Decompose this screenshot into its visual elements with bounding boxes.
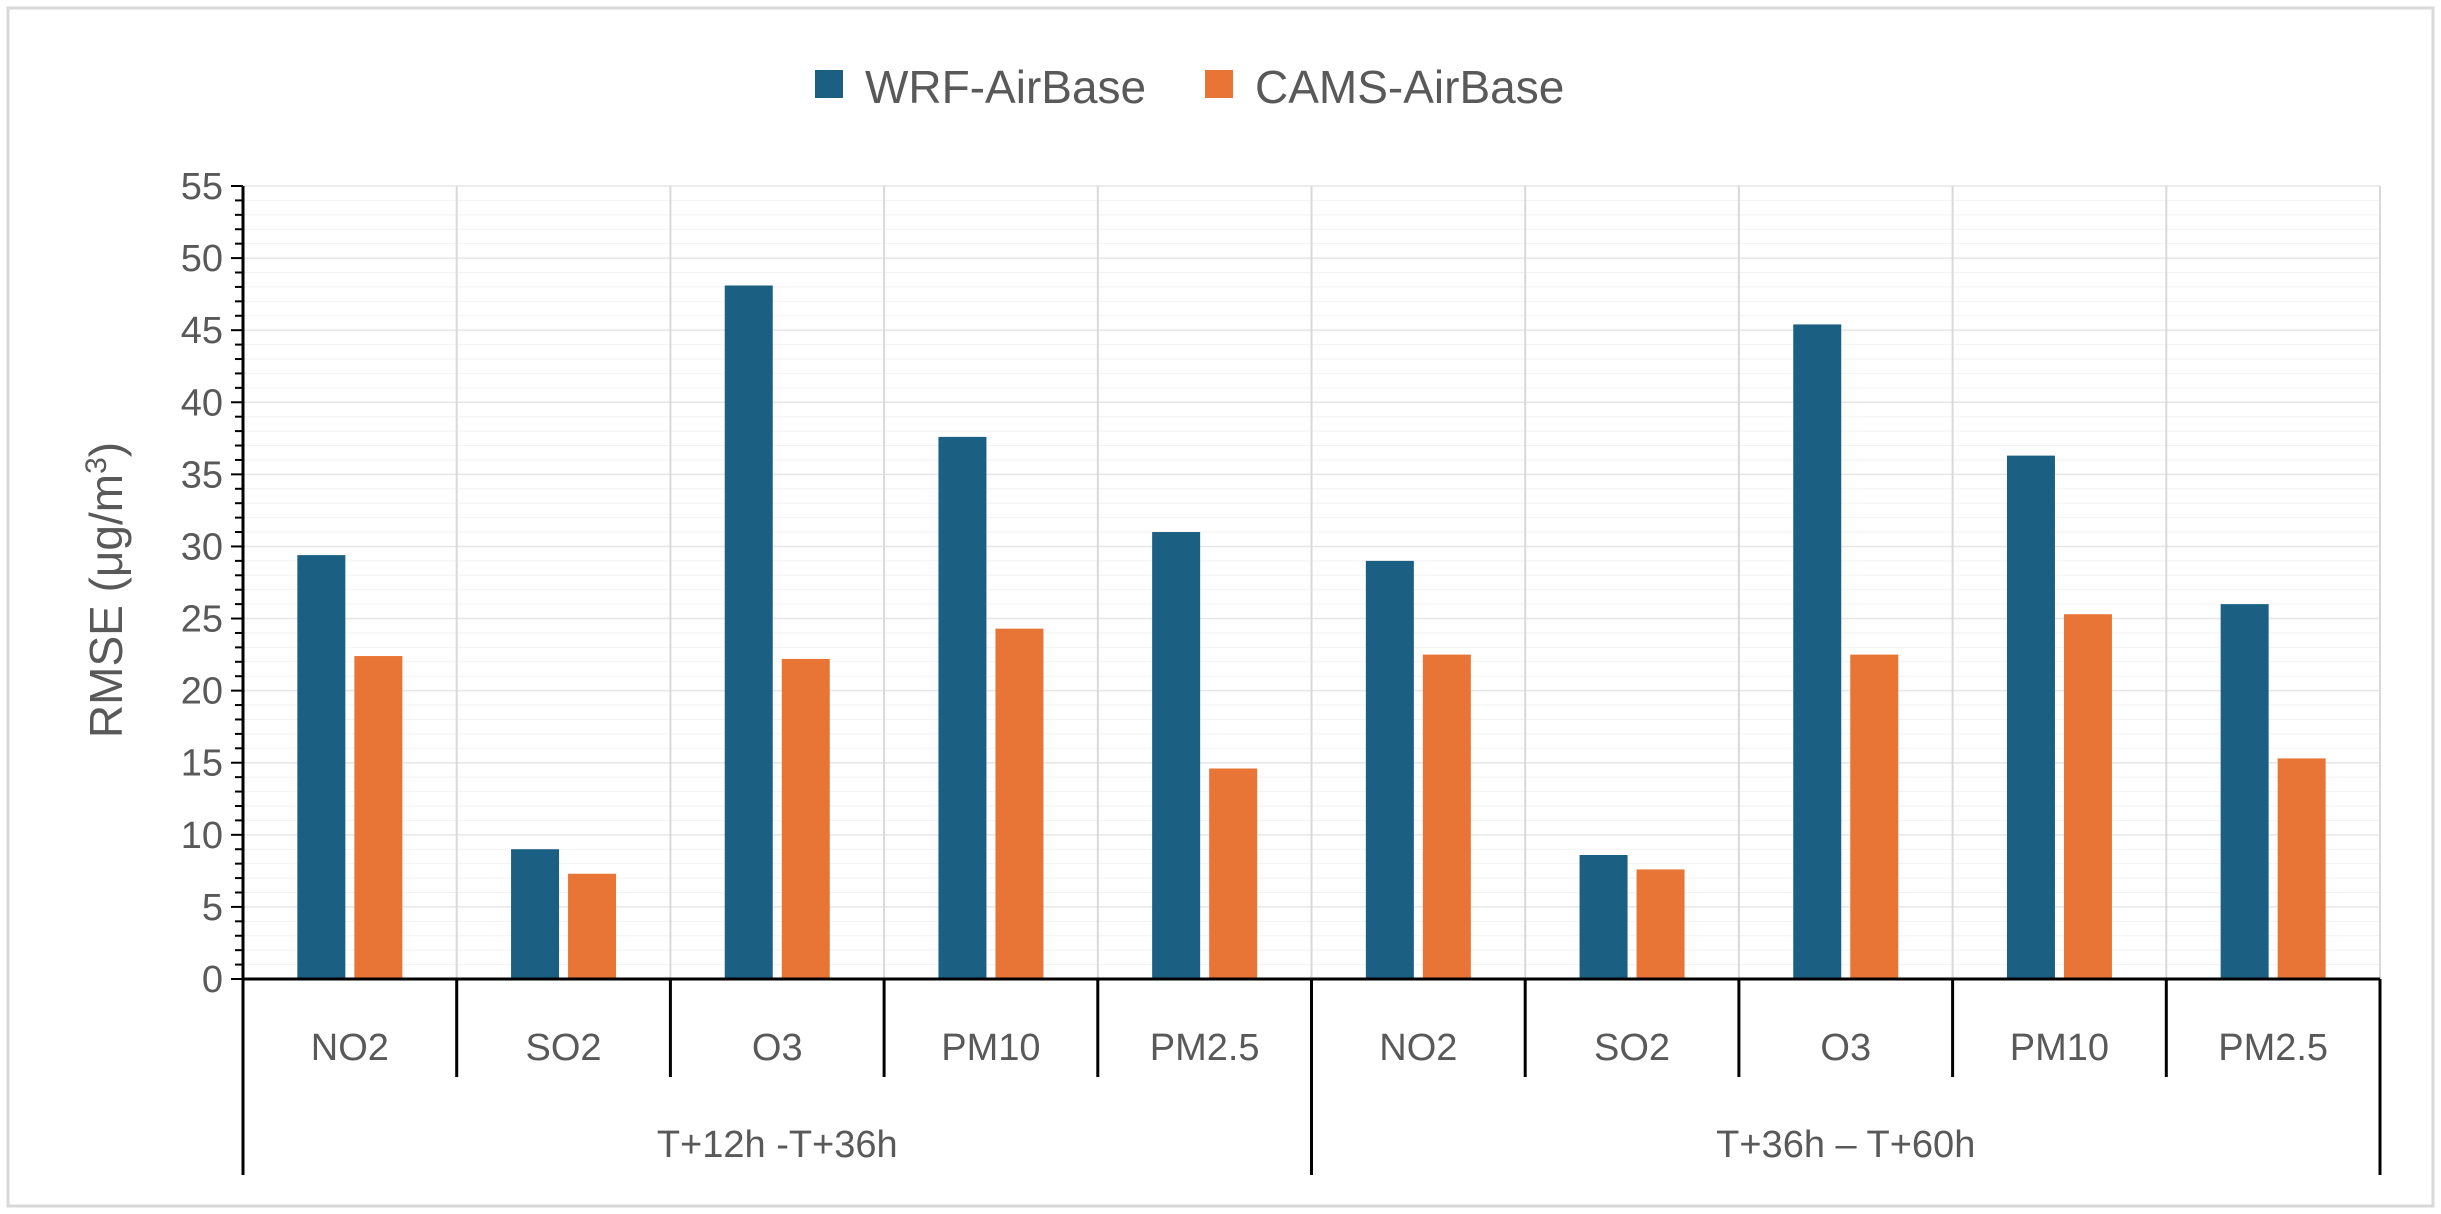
bar-cams-airbase-pm25-g2 [2277, 758, 2326, 979]
bar-wrf-airbase-pm10-g2 [2006, 455, 2055, 979]
y-tick-label: 25 [181, 599, 223, 641]
y-tick-label: 10 [181, 815, 223, 857]
category-label-so2-g2: SO2 [1594, 1027, 1670, 1069]
category-label-so2-g1: SO2 [526, 1027, 602, 1069]
category-label-o3-g1: O3 [752, 1027, 803, 1069]
bar-cams-airbase-pm25-g1 [1209, 768, 1258, 979]
y-tick-label: 55 [181, 166, 223, 208]
bar-cams-airbase-pm10-g1 [995, 628, 1044, 979]
category-label-no2-g2: NO2 [1379, 1027, 1457, 1069]
category-label-no2-g1: NO2 [311, 1027, 389, 1069]
legend-label-wrf-airbase: WRF-AirBase [865, 61, 1146, 113]
y-axis-title: RMSE (μg/m3) [80, 442, 132, 738]
bar-cams-airbase-o3-g1 [781, 658, 830, 979]
legend-swatch-wrf-airbase [815, 70, 843, 98]
bar-cams-airbase-so2-g1 [568, 873, 617, 979]
axes [231, 185, 2382, 1175]
bar-wrf-airbase-o3-g1 [724, 285, 773, 979]
y-tick-label: 0 [202, 959, 223, 1001]
category-label-pm25-g1: PM2.5 [1150, 1027, 1260, 1069]
bar-wrf-airbase-o3-g2 [1793, 324, 1842, 979]
bar-wrf-airbase-pm25-g1 [1152, 532, 1201, 979]
bar-cams-airbase-so2-g2 [1636, 869, 1685, 979]
y-tick-label: 30 [181, 526, 223, 568]
group-label-2: T+36h – T+60h [1716, 1124, 1975, 1166]
bar-cams-airbase-no2-g1 [354, 656, 403, 979]
y-tick-label: 40 [181, 382, 223, 424]
bar-wrf-airbase-no2-g2 [1365, 560, 1414, 979]
y-tick-label: 15 [181, 743, 223, 785]
category-label-o3-g2: O3 [1820, 1027, 1871, 1069]
y-tick-label: 20 [181, 671, 223, 713]
category-label-pm25-g2: PM2.5 [2218, 1027, 2328, 1069]
bars [297, 285, 2326, 980]
x-axis-labels: NO2 SO2 O3 PM10 PM2.5 NO2 SO2 O3 PM10 PM2.5 T+12h … [311, 1027, 2328, 1166]
y-axis-ticks: 0 5 10 15 20 25 30 35 40 45 50 55 [181, 166, 223, 1001]
y-tick-label: 50 [181, 238, 223, 280]
y-tick-label: 45 [181, 310, 223, 352]
y-tick-label: 35 [181, 454, 223, 496]
bar-wrf-airbase-pm10-g1 [938, 436, 987, 980]
group-label-1: T+12h -T+36h [657, 1124, 898, 1166]
bar-cams-airbase-pm10-g2 [2063, 614, 2112, 979]
category-separators [455, 186, 2381, 979]
bar-wrf-airbase-so2-g1 [511, 849, 560, 979]
bar-wrf-airbase-pm25-g2 [2220, 604, 2269, 979]
legend: WRF-AirBase CAMS-AirBase [815, 61, 1564, 113]
legend-label-cams-airbase: CAMS-AirBase [1255, 61, 1564, 113]
bar-cams-airbase-o3-g2 [1850, 654, 1899, 979]
legend-swatch-cams-airbase [1205, 70, 1233, 98]
bar-cams-airbase-no2-g2 [1422, 654, 1471, 979]
bar-wrf-airbase-no2-g1 [297, 555, 346, 979]
category-label-pm10-g1: PM10 [941, 1027, 1040, 1069]
bar-wrf-airbase-so2-g2 [1579, 855, 1628, 979]
category-label-pm10-g2: PM10 [2010, 1027, 2109, 1069]
y-tick-label: 5 [202, 887, 223, 929]
